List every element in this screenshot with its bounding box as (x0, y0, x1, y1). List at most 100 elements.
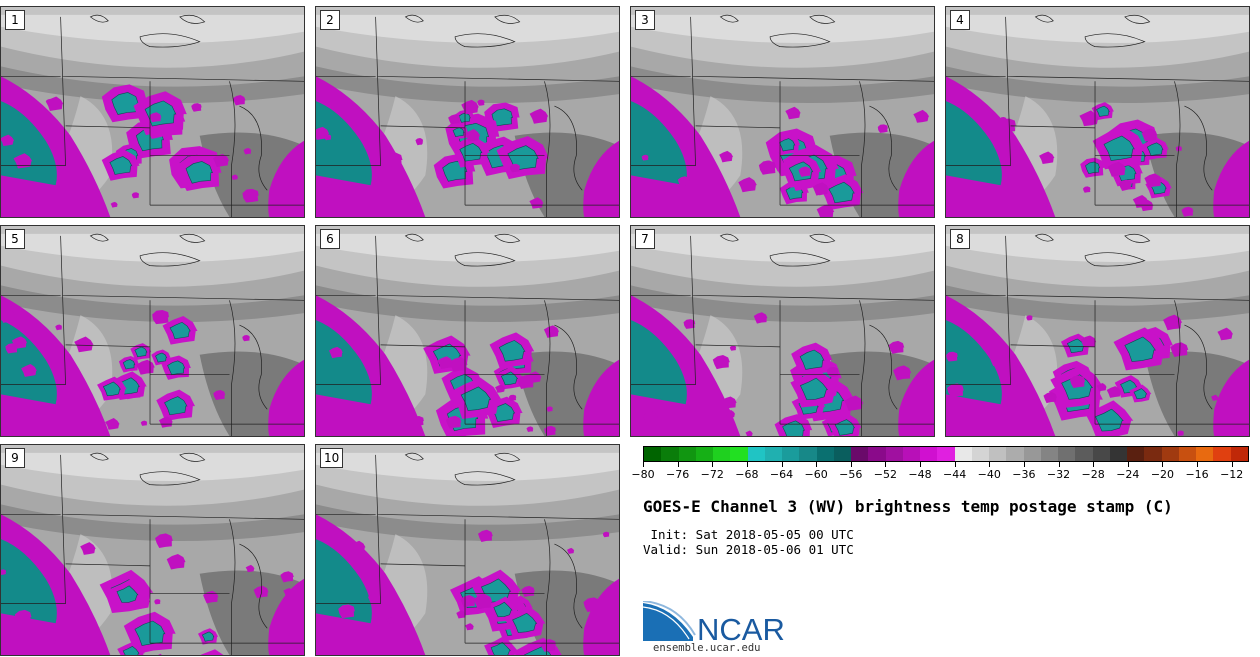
logo-url: ensemble.ucar.edu (653, 642, 761, 654)
colorbar-tick (954, 462, 956, 467)
satellite-map (1, 226, 304, 436)
satellite-map (1, 7, 304, 217)
colorbar-segment (1092, 447, 1110, 461)
colorbar-segment (885, 447, 903, 461)
panel-label: 7 (635, 229, 655, 249)
colorbar-segment (764, 447, 782, 461)
colorbar-segment (782, 447, 800, 461)
colorbar-tick (1162, 462, 1164, 467)
colorbar-segment (1196, 447, 1214, 461)
colorbar-segment (971, 447, 989, 461)
colorbar-segment (1230, 447, 1248, 461)
colorbar-tick (850, 462, 852, 467)
stamp-panel-3: 3 (630, 6, 935, 218)
colorbar-segment (902, 447, 920, 461)
colorbar-segment (868, 447, 886, 461)
colorbar-tick (1023, 462, 1025, 467)
colorbar-tick-label: −60 (804, 468, 828, 481)
colorbar-tick-label: −20 (1150, 468, 1175, 481)
colorbar-segment (1006, 447, 1024, 461)
colorbar-segment (1161, 447, 1179, 461)
colorbar-tick-label: −40 (977, 468, 1001, 481)
colorbar-tick-label: −16 (1185, 468, 1209, 481)
colorbar (643, 446, 1249, 462)
panel-label: 3 (635, 10, 655, 30)
satellite-map (946, 7, 1249, 217)
colorbar-tick (1058, 462, 1060, 467)
colorbar-tick-label: −32 (1046, 468, 1071, 481)
colorbar-segment (1023, 447, 1041, 461)
stamp-panel-8: 8 (945, 225, 1250, 437)
colorbar-segment (747, 447, 765, 461)
colorbar-segment (799, 447, 817, 461)
satellite-map (631, 7, 934, 217)
init-time: Init: Sat 2018-05-05 00 UTC (643, 527, 854, 542)
chart-title: GOES-E Channel 3 (WV) brightness temp po… (643, 497, 1173, 516)
panel-label: 6 (320, 229, 340, 249)
colorbar-tick-label: −36 (1012, 468, 1036, 481)
colorbar-tick (920, 462, 922, 467)
colorbar-tick-label: −52 (873, 468, 897, 481)
stamp-panel-4: 4 (945, 6, 1250, 218)
colorbar-tick (989, 462, 991, 467)
colorbar-tick-label: −48 (908, 468, 932, 481)
colorbar-tick-label: −76 (666, 468, 690, 481)
colorbar-segment (833, 447, 851, 461)
panel-label: 1 (5, 10, 25, 30)
satellite-map (316, 7, 619, 217)
colorbar-ticks: −80 −76 −72 −68 −64 −60 −56 −52 −48 −44 −40 −36 −32−… (631, 462, 1249, 484)
colorbar-tick-label: −56 (839, 468, 863, 481)
colorbar-segment (1144, 447, 1162, 461)
colorbar-tick-label: −80 (631, 468, 655, 481)
colorbar-tick-label: −68 (735, 468, 759, 481)
satellite-map (631, 226, 934, 436)
stamp-panel-6: 6 (315, 225, 620, 437)
colorbar-tick-label: −28 (1081, 468, 1105, 481)
panel-label: 9 (5, 448, 25, 468)
colorbar-tick (746, 462, 748, 467)
colorbar-segment (1127, 447, 1145, 461)
colorbar-segment (954, 447, 972, 461)
colorbar-segment (695, 447, 713, 461)
colorbar-tick (885, 462, 887, 467)
colorbar-tick (816, 462, 818, 467)
colorbar-tick-label: −44 (943, 468, 967, 481)
colorbar-tick (781, 462, 783, 467)
colorbar-tick-label: −12 (1220, 468, 1244, 481)
colorbar-segment (730, 447, 748, 461)
colorbar-segment (937, 447, 955, 461)
satellite-map (316, 226, 619, 436)
colorbar-segment (1178, 447, 1196, 461)
colorbar-segment (851, 447, 869, 461)
satellite-map (1, 445, 304, 655)
colorbar-tick-label: −24 (1116, 468, 1140, 481)
colorbar-segment (1058, 447, 1076, 461)
colorbar-segment (1040, 447, 1058, 461)
panel-label: 2 (320, 10, 340, 30)
panel-label: 5 (5, 229, 25, 249)
logo-text: NCAR (697, 612, 785, 645)
colorbar-segment (644, 447, 662, 461)
colorbar-segment (1075, 447, 1093, 461)
stamp-panel-9: 9 (0, 444, 305, 656)
satellite-map (946, 226, 1249, 436)
panel-label: 10 (320, 448, 344, 468)
colorbar-tick-label: −72 (700, 468, 724, 481)
colorbar-tick-label: −64 (769, 468, 794, 481)
colorbar-segment (661, 447, 679, 461)
colorbar-tick (1231, 462, 1233, 467)
panel-label: 8 (950, 229, 970, 249)
colorbar-tick (1093, 462, 1095, 467)
ncar-logo: NCAR (643, 601, 785, 645)
colorbar-tick (1197, 462, 1199, 467)
stamp-panel-10: 10 (315, 444, 620, 656)
stamp-panel-1: 1 (0, 6, 305, 218)
colorbar-segment (816, 447, 834, 461)
stamp-panel-2: 2 (315, 6, 620, 218)
stamp-panel-5: 5 (0, 225, 305, 437)
colorbar-segment (920, 447, 938, 461)
colorbar-segment (713, 447, 731, 461)
panel-label: 4 (950, 10, 970, 30)
colorbar-tick (712, 462, 714, 467)
valid-time: Valid: Sun 2018-05-06 01 UTC (643, 542, 854, 557)
